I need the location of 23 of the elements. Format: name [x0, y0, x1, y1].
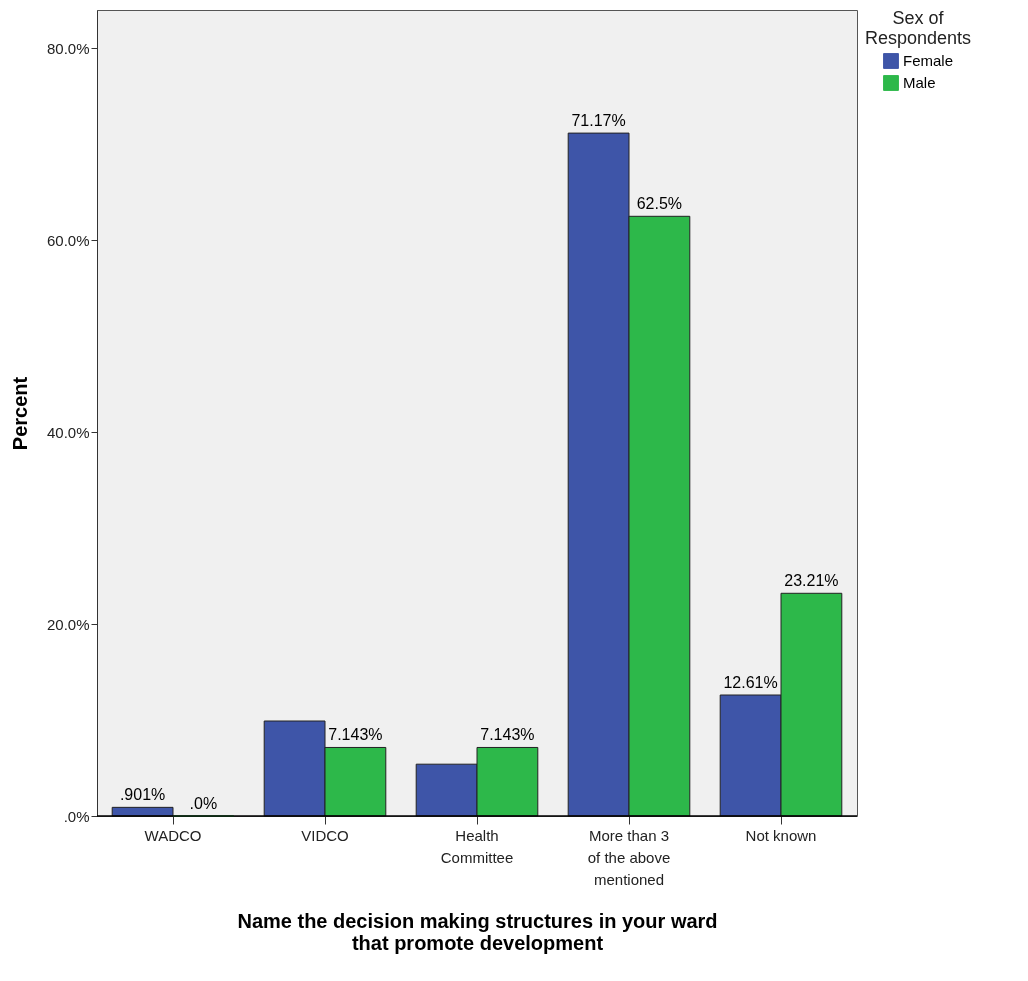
y-tick-label: 20.0%: [46, 615, 90, 633]
legend-title: Sex of Respondents: [864, 8, 972, 48]
data-label: .0%: [189, 795, 218, 812]
legend-label: Female: [903, 52, 954, 69]
data-label: 7.143%: [328, 726, 383, 744]
legend-label: Male: [903, 74, 936, 91]
y-tick-label: 40.0%: [46, 423, 90, 441]
x-tick-label: Health Committee: [440, 826, 514, 866]
y-axis-title: Percent: [8, 376, 31, 451]
x-axis-title: Name the decision making structures in your ward that promote development: [237, 909, 718, 954]
x-tick-label: More than 3 of the above mentioned: [587, 826, 671, 888]
y-tick-label: 80.0%: [46, 39, 90, 57]
y-tick-label: .0%: [63, 807, 90, 825]
x-tick-label: Not known: [745, 826, 817, 844]
data-label: 71.17%: [571, 112, 626, 130]
data-label: 62.5%: [636, 195, 683, 213]
y-tick-label: 60.0%: [46, 231, 90, 249]
data-label: 23.21%: [784, 572, 839, 590]
data-label: .901%: [119, 786, 166, 804]
x-tick-label: WADCO: [144, 826, 202, 844]
x-tick-label: VIDCO: [301, 826, 349, 844]
data-label: 7.143%: [480, 726, 535, 744]
data-label: 12.61%: [723, 674, 778, 691]
